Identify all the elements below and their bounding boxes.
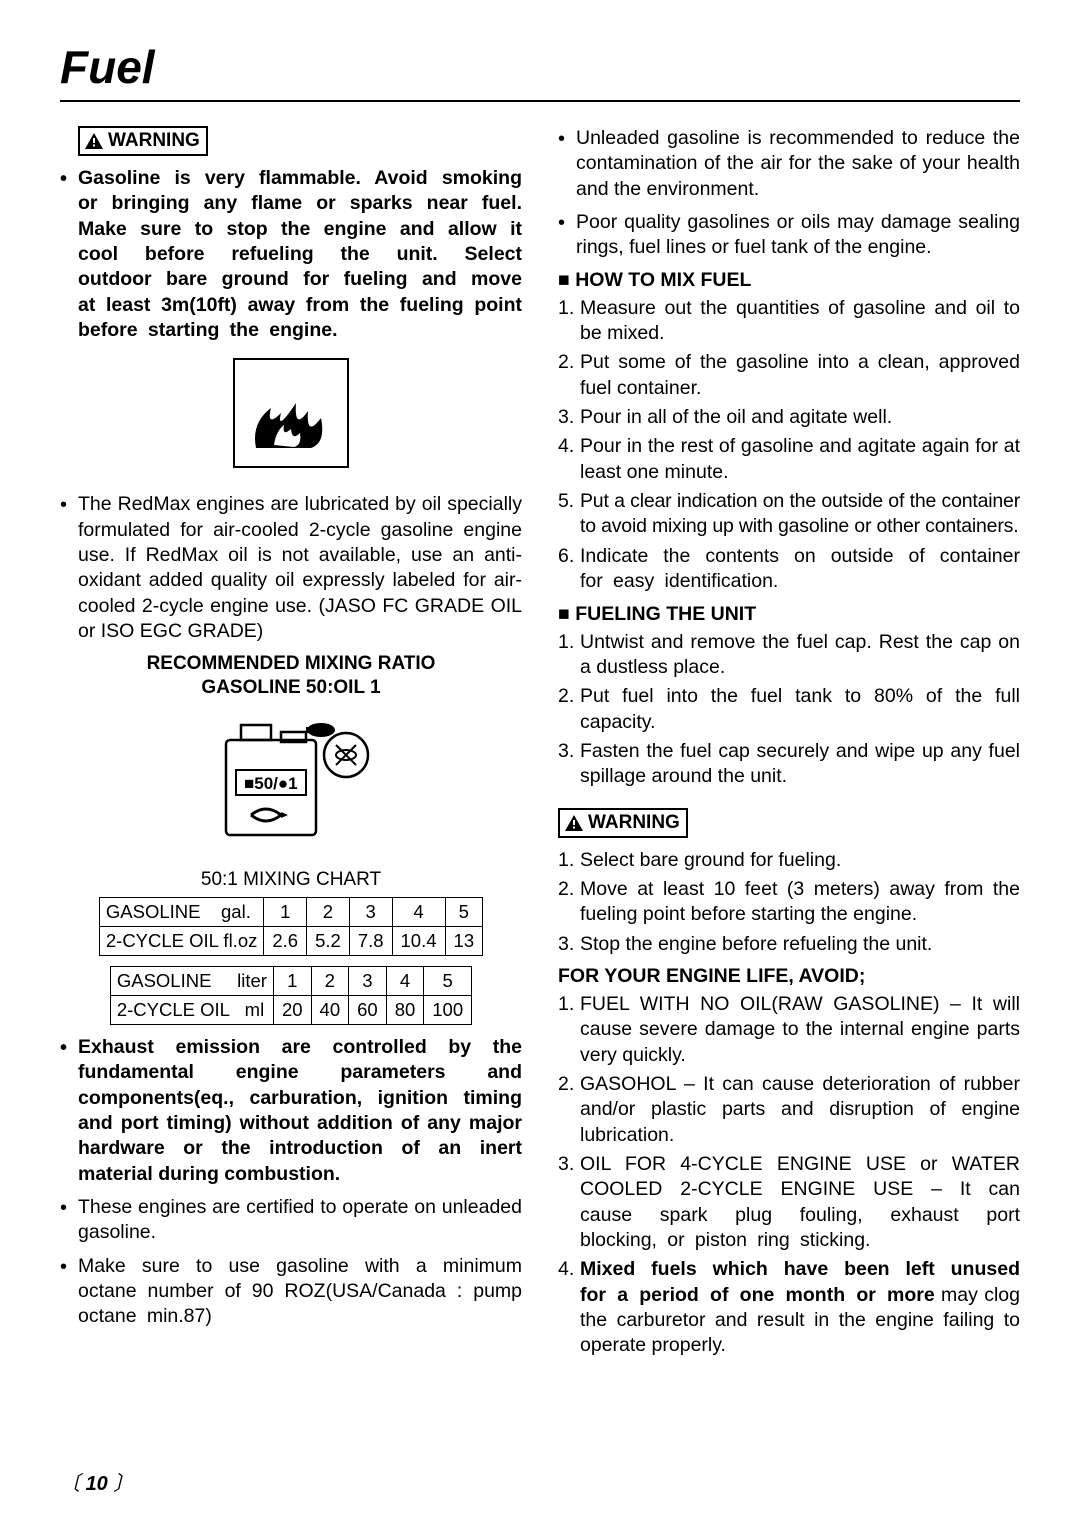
svg-text:■50/●1: ■50/●1 [244,774,298,793]
cell: 40 [311,995,349,1024]
t: Move at least 10 feet (3 meters) away fr… [580,878,1020,925]
list-item: 4.Pour in the rest of gasoline and agita… [580,434,1020,485]
ratio-l2: GASOLINE 50:OIL 1 [201,677,380,698]
cell: 2 [307,897,350,926]
flame-figure [60,353,522,478]
content-columns: WARNING Gasoline is very flammable. Avoi… [60,126,1020,1363]
list-item: 3.OIL FOR 4-CYCLE ENGINE USE or WATER CO… [580,1152,1020,1253]
fueling-steps: 1.Untwist and remove the fuel cap. Rest … [558,630,1020,790]
page-number: 〔 10 〕 [60,1467,133,1496]
t: Pour in all of the oil and agitate well. [580,406,892,428]
mix-figure: ■50/●1 [60,710,522,855]
avoid-head: FOR YOUR ENGINE LIFE, AVOID; [558,965,1020,988]
list-item: 2.GASOHOL – It can cause deterioration o… [580,1072,1020,1148]
t: Select bare ground for fueling. [580,849,841,871]
cell: 20 [273,995,311,1024]
mixing-table-us: GASOLINE gal. 1 2 3 4 5 2-CYCLE OIL fl.o… [99,897,483,956]
list-item: 3.Fasten the fuel cap securely and wipe … [580,739,1020,790]
avoid-list: 1.FUEL WITH NO OIL(RAW GASOLINE) – It wi… [558,992,1020,1359]
t: Put fuel into the fuel tank to 80% of th… [580,685,1020,732]
cell: 2.6 [264,926,307,955]
list-item: 3.Stop the engine before refueling the u… [580,932,1020,957]
cell: 5 [424,966,472,995]
warning-badge-2: WARNING [558,808,688,838]
warning-steps: 1.Select bare ground for fueling. 2.Move… [558,848,1020,957]
cell: 100 [424,995,472,1024]
page-title: Fuel [60,40,1020,102]
cell: 4 [392,897,445,926]
mixing-table-metric: GASOLINE liter 1 2 3 4 5 2-CYCLE OIL ml … [110,966,472,1025]
warning-label: WARNING [108,130,200,152]
emission-text: Exhaust emission are controlled by the f… [78,1035,522,1187]
warning-badge: WARNING [78,126,208,156]
list-item: 4.Mixed fuels which have been left unuse… [580,1257,1020,1358]
warning-icon [84,132,104,150]
list-item: 1.Measure out the quantities of gasoline… [580,296,1020,347]
t: Stop the engine before refueling the uni… [580,933,932,955]
cell: 3 [349,897,392,926]
ratio-l1: RECOMMENDED MIXING RATIO [147,653,436,674]
mix-steps: 1.Measure out the quantities of gasoline… [558,296,1020,595]
octane-text: Make sure to use gasoline with a minimum… [78,1254,522,1330]
t: Put a clear indication on the outside of… [580,490,1020,537]
cell: GASOLINE gal. [99,897,263,926]
unleaded-text: These engines are certified to operate o… [78,1195,522,1246]
t: Put some of the gasoline into a clean, a… [580,351,1020,398]
unleaded-rec-text: Unleaded gasoline is recommended to redu… [576,126,1020,202]
cell: 1 [264,897,307,926]
cell: 10.4 [392,926,445,955]
list-item: 1.Untwist and remove the fuel cap. Rest … [580,630,1020,681]
list-item: 1.FUEL WITH NO OIL(RAW GASOLINE) – It wi… [580,992,1020,1068]
list-item: 3.Pour in all of the oil and agitate wel… [580,405,1020,430]
list-item: 2.Move at least 10 feet (3 meters) away … [580,877,1020,928]
cell: GASOLINE liter [110,966,273,995]
t: OIL FOR 4-CYCLE ENGINE USE or WATER COOL… [580,1153,1020,1251]
cell: 2 [311,966,349,995]
redmax-text: The RedMax engines are lubricated by oil… [78,492,522,644]
list-item: 2.Put fuel into the fuel tank to 80% of … [580,684,1020,735]
how-to-mix-head: HOW TO MIX FUEL [558,269,1020,292]
fueling-head: FUELING THE UNIT [558,603,1020,626]
t: Pour in the rest of gasoline and agitate… [580,435,1020,482]
cell: 5 [445,897,483,926]
cell: 60 [349,995,387,1024]
cell: 80 [386,995,424,1024]
list-item: 1.Select bare ground for fueling. [580,848,1020,873]
t: FUEL WITH NO OIL(RAW GASOLINE) – It will… [580,993,1020,1066]
warning-text: Gasoline is very flammable. Avoid smokin… [78,166,522,343]
page-n: 10 [86,1473,108,1495]
t: Untwist and remove the fuel cap. Rest th… [580,631,1020,678]
t: GASOHOL – It can cause deterioration of … [580,1073,1020,1146]
mixing-chart-title: 50:1 MIXING CHART [60,869,522,891]
t: Fasten the fuel cap securely and wipe up… [580,740,1020,787]
warning-icon [564,814,584,832]
cell: 4 [386,966,424,995]
ratio-title: RECOMMENDED MIXING RATIO GASOLINE 50:OIL… [60,652,522,700]
warning-label: WARNING [588,812,680,834]
cell: 5.2 [307,926,350,955]
cell: 2-CYCLE OIL ml [110,995,273,1024]
list-item: 2.Put some of the gasoline into a clean,… [580,350,1020,401]
cell: 2-CYCLE OIL fl.oz [99,926,263,955]
poor-quality-text: Poor quality gasolines or oils may damag… [576,210,1020,261]
left-column: WARNING Gasoline is very flammable. Avoi… [60,126,522,1363]
cell: 7.8 [349,926,392,955]
list-item: 5.Put a clear indication on the outside … [580,489,1020,540]
cell: 1 [273,966,311,995]
t: Indicate the contents on outside of cont… [580,545,1020,592]
cell: 3 [349,966,387,995]
list-item: 6.Indicate the contents on outside of co… [580,544,1020,595]
right-column: Unleaded gasoline is recommended to redu… [558,126,1020,1363]
cell: 13 [445,926,483,955]
t: Measure out the quantities of gasoline a… [580,297,1020,344]
